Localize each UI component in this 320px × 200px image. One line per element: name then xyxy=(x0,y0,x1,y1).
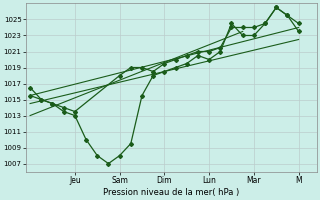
X-axis label: Pression niveau de la mer( hPa ): Pression niveau de la mer( hPa ) xyxy=(103,188,239,197)
